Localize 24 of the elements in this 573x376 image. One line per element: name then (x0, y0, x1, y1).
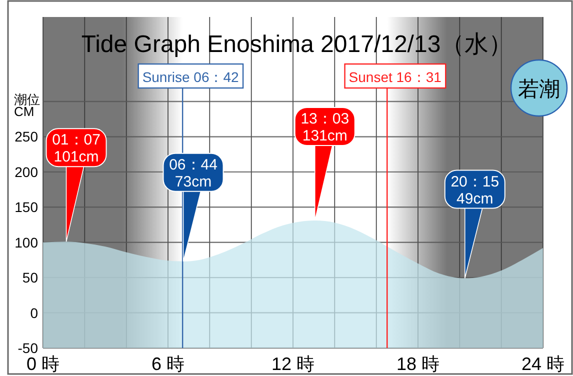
x-tick-label: 18 時 (396, 354, 440, 374)
y-tick-label: -50 (18, 340, 38, 356)
y-tick-label: 0 (30, 304, 38, 321)
callout: 20：15 49cm (444, 170, 506, 279)
x-tick-label: 12 時 (271, 354, 315, 374)
y-tick-label: 200 (14, 164, 38, 180)
x-tick-label: 6 時 (151, 354, 185, 374)
annotation: 若潮 (518, 78, 560, 101)
y-tick-label: 100 (14, 234, 38, 250)
callout: 06：44 73cm (162, 152, 224, 262)
callout: 13：03 131cm (294, 107, 356, 221)
ref-line-label: Sunset 16：31 (348, 69, 442, 85)
callout: 01：07 101cm (46, 128, 107, 242)
y-tick-label: 250 (14, 128, 38, 145)
annotation: 20：15 49cm (450, 173, 500, 208)
x-tick-label: 24 時 (521, 354, 565, 374)
y-tick-label: 50 (22, 270, 38, 286)
y-axis-title: 潮位 CM (14, 92, 40, 119)
ref-line-label: Sunrise 06：42 (142, 69, 240, 85)
annotation: 06：44 73cm (169, 156, 218, 190)
annotation: 13：03 131cm (300, 110, 350, 145)
y-tick-label: 150 (14, 199, 38, 216)
x-tick-label: 0 時 (26, 354, 60, 374)
annotation: 01：07 101cm (52, 132, 100, 166)
